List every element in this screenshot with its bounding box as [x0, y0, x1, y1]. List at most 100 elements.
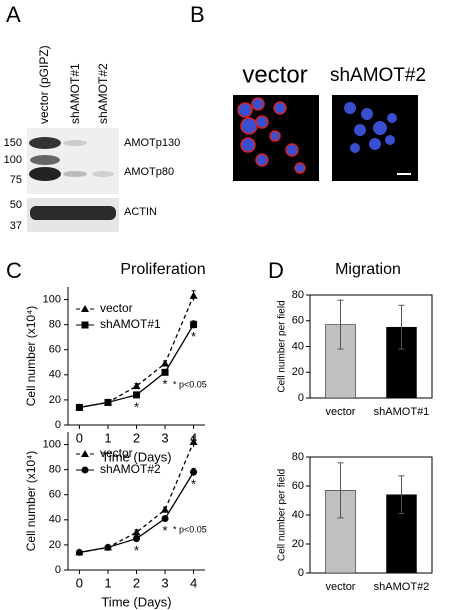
annotation: * — [134, 543, 139, 558]
y-tick-label: 20 — [49, 394, 61, 406]
band-label: ACTIN — [124, 206, 157, 218]
y-tick-label: 100 — [43, 438, 61, 450]
band — [30, 155, 60, 165]
y-tick-label: 0 — [298, 392, 304, 404]
marker — [81, 450, 89, 457]
annotation: * — [134, 399, 139, 414]
band — [29, 167, 61, 181]
y-tick-label: 80 — [49, 464, 61, 476]
mw-marker: 150 — [4, 137, 22, 149]
marker — [133, 535, 140, 543]
marker — [190, 468, 198, 476]
y-axis-label: Cell number per field — [277, 300, 288, 392]
panel-letter: C — [6, 258, 22, 283]
image-label: shAMOT#2 — [330, 65, 426, 86]
y-axis-label: Cell number per field — [277, 469, 288, 561]
chart-title: Migration — [335, 261, 401, 278]
series-line — [79, 295, 195, 409]
marker — [81, 466, 89, 474]
x-tick-label: 0 — [76, 575, 83, 590]
x-axis-label: Time (Days) — [101, 594, 171, 609]
x-tick-label: 1 — [104, 575, 111, 590]
lane-label: shAMOT#2 — [96, 63, 110, 124]
x-tick-label: shAMOT#2 — [374, 581, 430, 593]
marker — [104, 543, 112, 551]
x-tick-label: 3 — [161, 430, 168, 445]
marker — [189, 291, 198, 299]
y-axis-label: Cell number (x10⁴) — [24, 451, 38, 552]
y-tick-label: 80 — [49, 319, 61, 331]
band — [63, 171, 87, 177]
y-tick-label: 0 — [55, 564, 61, 576]
y-tick-label: 60 — [292, 315, 304, 327]
marker — [161, 359, 170, 367]
marker — [75, 403, 83, 411]
marker — [132, 382, 141, 390]
marker — [133, 391, 140, 399]
x-tick-label: vector — [326, 406, 356, 418]
band-label: AMOTp80 — [124, 166, 174, 178]
legend-label: shAMOT#1 — [100, 317, 161, 331]
note: * p<0.05 — [173, 524, 207, 534]
marker — [81, 305, 89, 312]
annotation: * — [163, 523, 168, 538]
band-label: AMOTp130 — [124, 137, 180, 149]
y-tick-label: 40 — [49, 514, 61, 526]
lane-label: vector (pGIPZ) — [37, 45, 51, 124]
x-axis-label: Time (Days) — [101, 449, 171, 464]
annotation: * — [163, 377, 168, 392]
marker — [132, 528, 141, 536]
y-tick-label: 60 — [49, 344, 61, 356]
x-tick-label: 2 — [133, 575, 140, 590]
marker — [161, 368, 169, 376]
y-tick-label: 60 — [292, 480, 304, 492]
x-tick-label: 1 — [104, 430, 111, 445]
x-tick-label: shAMOT#1 — [374, 406, 430, 418]
panel-letter: B — [190, 2, 205, 27]
chart-title: Proliferation — [120, 261, 205, 278]
y-tick-label: 60 — [49, 489, 61, 501]
y-tick-label: 20 — [49, 539, 61, 551]
note: * p<0.05 — [173, 379, 207, 389]
y-axis-label: Cell number (x10⁴) — [24, 306, 38, 407]
band — [29, 137, 61, 149]
x-tick-label: vector — [326, 581, 356, 593]
x-tick-label: 0 — [76, 430, 83, 445]
y-tick-label: 0 — [55, 419, 61, 431]
marker — [104, 398, 112, 406]
band — [63, 140, 87, 146]
y-tick-label: 100 — [43, 293, 61, 305]
cells — [237, 97, 306, 174]
band — [30, 206, 116, 220]
legend-label: vector — [100, 446, 133, 460]
series-line — [79, 441, 195, 554]
y-tick-label: 40 — [49, 369, 61, 381]
y-tick-label: 0 — [298, 567, 304, 579]
panel-letter: A — [6, 2, 21, 27]
lane-label: shAMOT#1 — [68, 63, 82, 124]
y-tick-label: 40 — [292, 509, 304, 521]
legend-label: shAMOT#2 — [100, 462, 161, 476]
marker — [189, 438, 198, 446]
annotation: * — [191, 477, 196, 492]
y-tick-label: 40 — [292, 340, 304, 352]
mw-marker: 75 — [10, 174, 22, 186]
legend-label: vector — [100, 301, 133, 315]
y-tick-label: 20 — [292, 538, 304, 550]
mw-marker: 50 — [10, 199, 22, 211]
bar — [325, 490, 356, 574]
x-tick-label: 4 — [190, 575, 197, 590]
panel-letter: D — [268, 258, 284, 283]
image-label: vector — [242, 61, 307, 88]
marker — [161, 515, 169, 523]
y-tick-label: 80 — [292, 451, 304, 463]
mw-marker: 100 — [4, 154, 22, 166]
x-tick-label: 2 — [133, 430, 140, 445]
y-tick-label: 80 — [292, 289, 304, 301]
mw-marker: 37 — [10, 220, 22, 232]
annotation: * — [191, 329, 196, 344]
marker — [190, 321, 198, 329]
y-tick-label: 20 — [292, 366, 304, 378]
cells — [344, 102, 397, 153]
